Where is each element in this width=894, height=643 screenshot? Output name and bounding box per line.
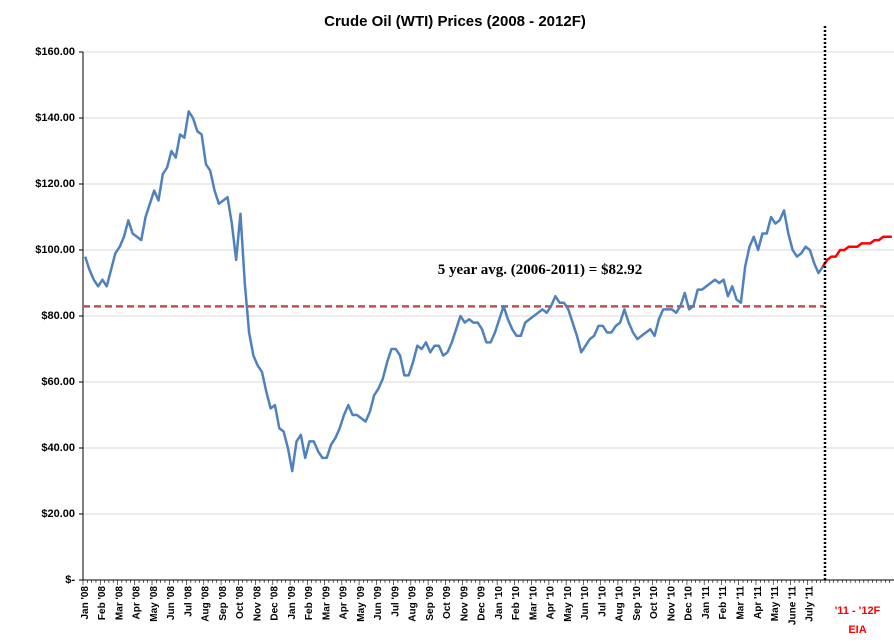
x-tick-label: Dec '10 [684, 586, 695, 621]
average-label: 5 year avg. (2006-2011) = $82.92 [438, 262, 643, 278]
x-tick-label: Mar '09 [321, 586, 332, 621]
x-tick-label: Jan '10 [494, 586, 505, 620]
y-tick-label: $140.00 [35, 112, 75, 124]
x-tick-label: Jun '10 [580, 586, 591, 620]
y-tick-label: $- [65, 574, 75, 586]
y-tick-label: $40.00 [41, 442, 75, 454]
x-tick-label: Aug '10 [615, 586, 626, 622]
x-tick-label: Sep '10 [632, 586, 643, 621]
x-tick-label: Jan '09 [287, 586, 298, 620]
x-tick-label: Dec '09 [477, 586, 488, 621]
x-tick-label: Apr '09 [339, 586, 350, 620]
x-tick-label: May '10 [563, 586, 574, 622]
x-tick-label: Apr '10 [546, 586, 557, 620]
forecast-label: '11 - '12F [835, 605, 881, 617]
price-line [821, 235, 892, 268]
x-tick-label: May '09 [356, 586, 367, 622]
x-tick-label: Apr '11 [753, 586, 764, 619]
x-tick-label: Oct '08 [235, 586, 246, 619]
x-tick-label: Sep '08 [218, 586, 229, 621]
x-tick-label: Feb '09 [304, 586, 315, 620]
x-tick-label: Jan '08 [80, 586, 91, 620]
x-tick-label: Oct '10 [649, 586, 660, 619]
y-tick-label: $20.00 [41, 508, 75, 520]
x-tick-label: Jan '11 [701, 586, 712, 619]
x-tick-label: Dec '08 [270, 586, 281, 621]
x-tick-label: Jun '09 [373, 586, 384, 620]
y-tick-label: $100.00 [35, 244, 75, 256]
y-tick-label: $80.00 [41, 310, 75, 322]
x-tick-label: Jul '09 [390, 586, 401, 617]
x-tick-label: Apr '08 [132, 586, 143, 620]
x-tick-label: Mar '10 [528, 586, 539, 621]
x-tick-label: Jun '08 [166, 586, 177, 620]
x-tick-label: Sep '09 [425, 586, 436, 621]
x-tick-label: Nov '09 [459, 586, 470, 622]
x-tick-label: May '08 [149, 586, 160, 622]
forecast-label: EIA [848, 624, 866, 636]
x-tick-label: Mar '08 [114, 586, 125, 621]
price-line [83, 110, 824, 473]
x-tick-label: July '11 [805, 586, 816, 622]
x-tick-label: Jul '08 [183, 586, 194, 617]
x-tick-label: Mar '11 [735, 586, 746, 620]
x-tick-label: Jul '10 [597, 586, 608, 617]
x-tick-label: Nov '10 [666, 586, 677, 622]
x-tick-label: Feb '10 [511, 586, 522, 620]
y-tick-label: $120.00 [35, 178, 75, 190]
x-tick-label: Aug '08 [201, 586, 212, 622]
x-tick-label: May '11 [770, 586, 781, 622]
x-tick-label: Feb '08 [97, 586, 108, 620]
x-tick-label: Oct '09 [442, 586, 453, 619]
x-tick-label: Nov '08 [252, 586, 263, 622]
x-tick-label: June '11 [787, 586, 798, 626]
y-tick-label: $60.00 [41, 376, 75, 388]
x-tick-label: Aug '09 [408, 586, 419, 622]
x-tick-label: Feb '11 [718, 586, 729, 620]
y-tick-label: $160.00 [35, 46, 75, 58]
chart-title: Crude Oil (WTI) Prices (2008 - 2012F) [324, 13, 586, 30]
